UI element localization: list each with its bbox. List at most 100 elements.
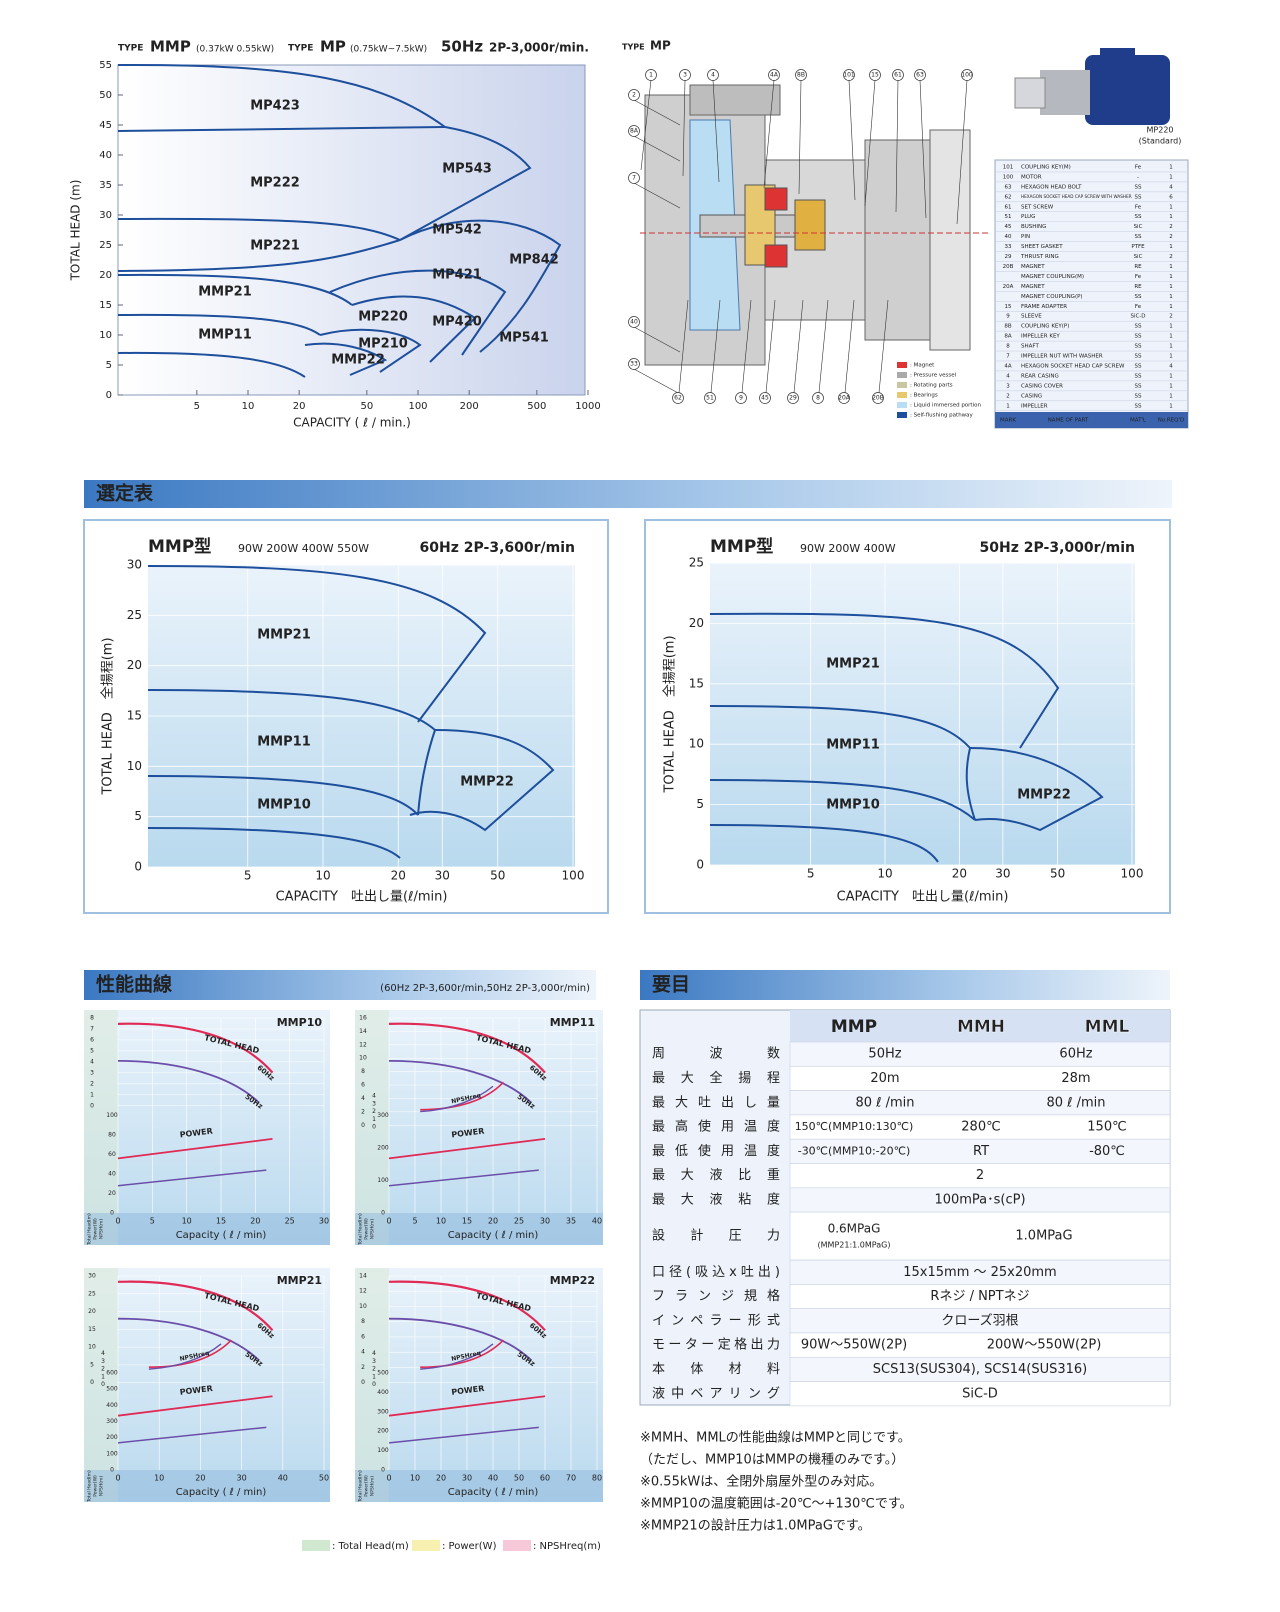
head-curve — [117, 1060, 259, 1103]
section-title: 性能曲線 — [96, 973, 172, 996]
region-label: MMP11 — [826, 738, 880, 753]
y-tick-label: 10 — [689, 737, 704, 751]
y-tick-label: 20 — [88, 1308, 96, 1315]
y-tick-label: 60 — [108, 1151, 116, 1158]
y-tick-label: 10 — [359, 1303, 367, 1310]
y-tick-label: 14 — [359, 1028, 367, 1035]
y-tick-label: 0 — [90, 1379, 94, 1386]
qty-cell: 1 — [1169, 354, 1173, 360]
x-tick-label: 5 — [150, 1217, 155, 1226]
name-cell: HEXAGON HEAD BOLT — [1021, 184, 1082, 190]
mat-cell: SS — [1135, 294, 1142, 300]
name-cell: COUPLING KEY(P) — [1021, 324, 1069, 330]
y-axis-label: TOTAL HEAD 全揚程(m) — [100, 637, 116, 795]
leader — [677, 299, 689, 404]
y-tick-label: 10 — [99, 330, 112, 341]
axis-name: NPSH(m) — [99, 1476, 105, 1496]
region-curve — [319, 328, 422, 373]
callout-number: 101 — [843, 72, 855, 79]
callout — [768, 69, 780, 81]
leader — [895, 79, 899, 213]
y-tick-label: 400 — [377, 1389, 389, 1396]
qty-cell: 1 — [1169, 164, 1173, 170]
callout-number: 9 — [739, 395, 743, 402]
callout — [838, 392, 850, 404]
region-curve — [117, 351, 306, 378]
name-cell: BUSHING — [1021, 224, 1046, 230]
mark-cell: 8B — [1004, 324, 1011, 330]
mark-cell: 3 — [1006, 383, 1010, 389]
row-bg — [789, 1114, 1171, 1140]
section-bar — [84, 480, 1172, 508]
chart-watts: 90W 200W 400W — [800, 542, 896, 555]
chart-freq: 50Hz 2P-3,000r/min — [980, 540, 1135, 556]
header-cell: NAME OF PART — [1048, 418, 1089, 424]
row-bg — [789, 1187, 1171, 1213]
legend-label: : NPSHreq(m) — [533, 1541, 601, 1552]
legend-swatch — [897, 382, 907, 388]
power-line — [117, 1169, 267, 1187]
y-tick-label: 1 — [90, 1091, 94, 1098]
power-line — [388, 1169, 539, 1187]
region-curve — [329, 269, 507, 356]
y-tick-label: 16 — [359, 1015, 367, 1022]
y-tick-label: 0 — [101, 1381, 105, 1388]
name-cell: SLEEVE — [1021, 314, 1042, 320]
y-tick-label: 0 — [90, 1102, 94, 1109]
legend-label: : Total Head(m) — [332, 1541, 409, 1552]
x-tick-label: 40 — [488, 1474, 498, 1483]
head-curve — [117, 1022, 274, 1074]
region-curve — [147, 775, 419, 816]
mat-cell: SS — [1135, 354, 1142, 360]
region-curve — [709, 824, 939, 863]
legend-label: : Pressure vessel — [910, 373, 957, 379]
range: (0.37kW 0.55kW) — [196, 45, 274, 55]
name-cell: MAGNET COUPLING(P) — [1021, 294, 1083, 300]
callout — [872, 392, 884, 404]
cell: 150℃ — [1087, 1120, 1126, 1135]
y-tick-label: 25 — [127, 608, 142, 622]
x-tick-label: 15 — [216, 1217, 226, 1226]
qty-cell: 6 — [1169, 194, 1173, 200]
y-tick-label: 5 — [106, 360, 112, 371]
y-tick-label: 20 — [99, 270, 112, 281]
range: (0.75kW~7.5kW) — [350, 45, 427, 55]
y-tick-label: 2 — [372, 1108, 376, 1115]
leader — [848, 79, 856, 201]
x-tick-label: 50 — [319, 1474, 329, 1483]
y-tick-label: 45 — [99, 120, 112, 131]
region-label: MMP21 — [826, 657, 880, 672]
region-curve — [117, 239, 401, 272]
row-bg — [789, 1138, 1171, 1164]
callout-number: 33 — [630, 361, 638, 368]
name-cell: SHAFT — [1021, 344, 1039, 350]
mat-cell: SS — [1135, 363, 1142, 369]
y-tick-label: 0 — [110, 1467, 114, 1474]
region-label: MP420 — [432, 315, 482, 330]
name-cell: PLUG — [1021, 214, 1035, 220]
qty-cell: 2 — [1169, 254, 1173, 260]
region-curve — [117, 217, 401, 241]
qty-cell: 1 — [1169, 214, 1173, 220]
chart-title: MMP型 — [148, 536, 211, 557]
x-tick-label: 60 — [540, 1474, 550, 1483]
y-tick-label: 100 — [106, 1112, 118, 1119]
power-label: POWER — [451, 1384, 485, 1397]
row-bg — [789, 1308, 1171, 1334]
row-label: 最大液粘度 — [652, 1191, 780, 1207]
region-curve — [709, 612, 1060, 749]
y-tick-label: 55 — [99, 60, 112, 71]
y-tick-label: 200 — [377, 1145, 389, 1152]
callout-number: 8A — [630, 128, 639, 135]
callout-number: 2 — [632, 92, 636, 99]
name-cell: SET SCREW — [1021, 204, 1054, 210]
npsh-curve — [420, 1343, 494, 1370]
region-label: MMP22 — [1017, 788, 1071, 803]
axis-strip — [355, 1268, 389, 1502]
header-cell: No.REQ'D — [1158, 418, 1185, 424]
axis-strip — [84, 1010, 118, 1245]
table-header — [995, 412, 1188, 428]
y-tick-label: 2 — [101, 1366, 105, 1373]
row-bg — [789, 1332, 1171, 1358]
y-tick-label: 40 — [99, 150, 112, 161]
